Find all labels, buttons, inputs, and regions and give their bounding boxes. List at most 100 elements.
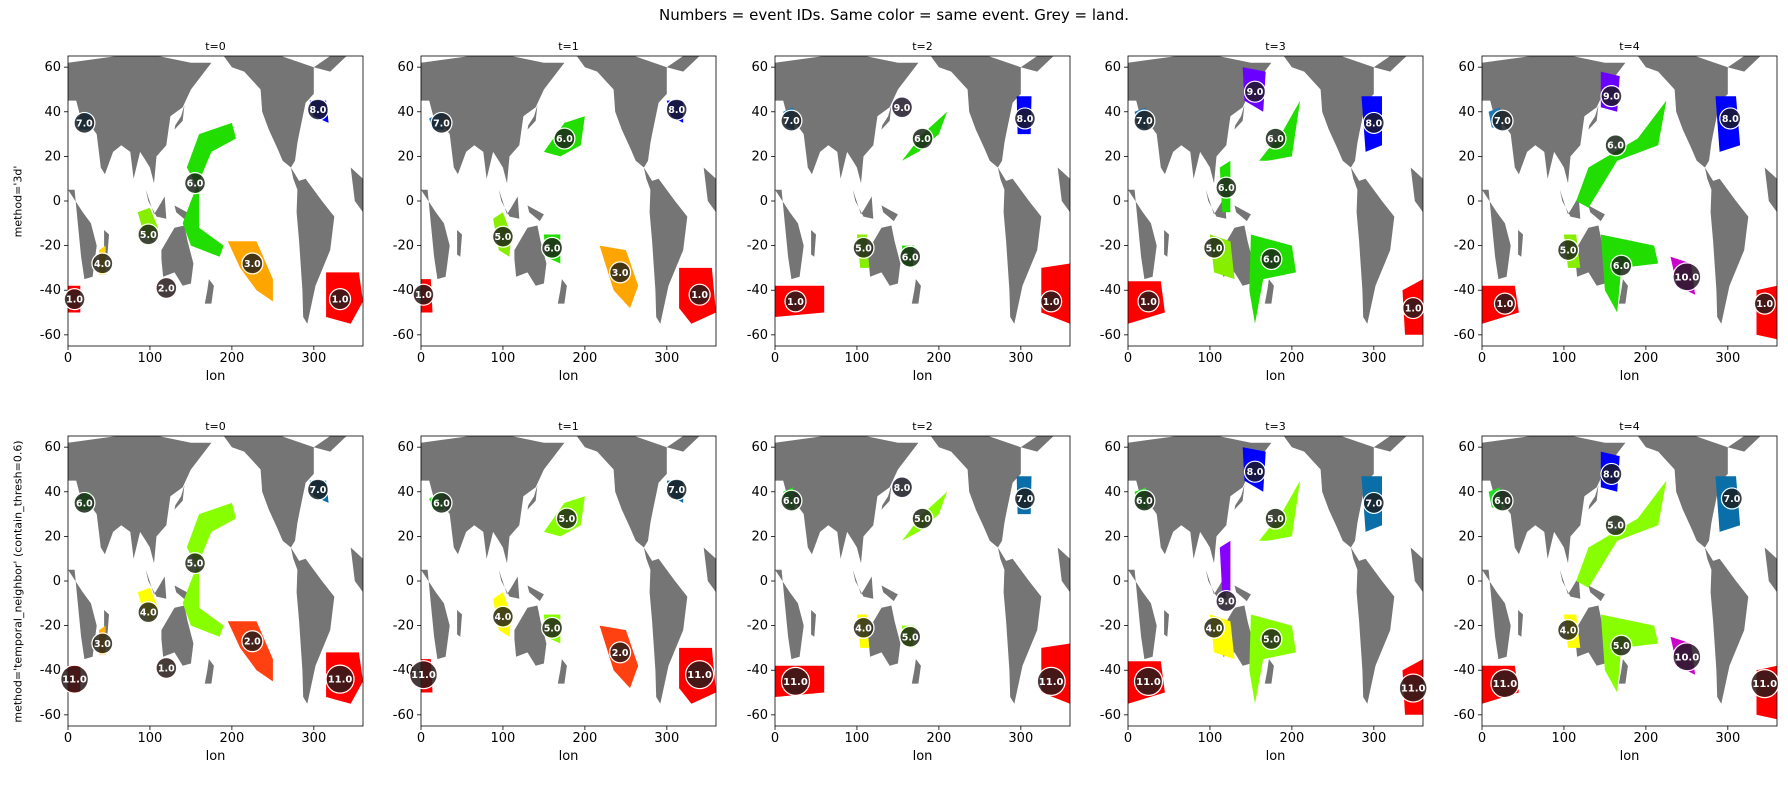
event-id-label: 8.0 xyxy=(1017,114,1034,125)
event-marker: 11.0 xyxy=(1750,669,1780,699)
event-region xyxy=(1600,234,1659,313)
land-mass xyxy=(930,56,1021,168)
land-mass xyxy=(527,105,538,130)
land-mass xyxy=(1588,485,1599,510)
y-tick-label: 0 xyxy=(1467,194,1475,209)
event-id-label: 8.0 xyxy=(310,105,327,116)
land-mass xyxy=(1704,547,1749,704)
event-marker: 11.0 xyxy=(59,664,90,694)
x-axis-label: lon xyxy=(913,369,933,384)
event-marker: 8.0 xyxy=(1243,460,1267,483)
panel-temporal_neighbor-t=4: t=40 100 200 3006040200-20-40-60lon6.08.07.… xyxy=(1454,420,1780,764)
event-id-label: 4.0 xyxy=(495,612,512,623)
row-label-temporal-neighbor: method='temporal_neighbor' (contain_thre… xyxy=(11,439,25,723)
land-mass xyxy=(313,56,347,72)
event-marker: 6.0 xyxy=(553,127,576,150)
event-id-label: 9.0 xyxy=(1603,92,1620,103)
land-mass xyxy=(174,485,185,510)
event-marker: 11.0 xyxy=(1036,666,1066,696)
land-mass xyxy=(498,189,520,219)
land-mass xyxy=(1020,436,1054,452)
land-mass xyxy=(868,225,901,286)
x-tick-label: 200 xyxy=(926,731,951,746)
event-region xyxy=(1219,540,1231,593)
event-marker: 9.0 xyxy=(890,96,914,119)
y-tick-label: -40 xyxy=(393,663,414,678)
event-marker: 2.0 xyxy=(241,630,264,653)
land-mass xyxy=(1350,547,1395,704)
event-marker: 6.0 xyxy=(899,245,922,268)
land-mass xyxy=(703,547,716,593)
y-tick-label: -60 xyxy=(393,328,414,343)
x-axis-label: lon xyxy=(559,369,579,384)
y-tick-label: 20 xyxy=(44,529,61,544)
land-mass xyxy=(775,436,919,564)
y-tick-label: 0 xyxy=(53,574,61,589)
panel-temporal_neighbor-t=3: t=30 100 200 3006040200-20-40-60lon6.08.07.… xyxy=(1100,420,1428,764)
x-axis-label: lon xyxy=(1266,749,1286,764)
x-tick-label: 200 xyxy=(926,351,951,366)
x-axis-label: lon xyxy=(559,749,579,764)
y-tick-label: 20 xyxy=(1104,529,1121,544)
event-id-label: 3.0 xyxy=(612,268,629,279)
panel-temporal_neighbor-t=1: t=10 100 200 3006040200-20-40-60lon6.07.05.… xyxy=(393,420,717,764)
event-id-label: 2.0 xyxy=(158,284,175,295)
y-tick-label: -60 xyxy=(1454,328,1475,343)
event-marker: 7.0 xyxy=(306,478,330,501)
y-tick-label: -20 xyxy=(1454,239,1475,254)
land-mass xyxy=(1575,225,1608,286)
land-mass xyxy=(775,56,919,184)
event-id-label: 1.0 xyxy=(1497,299,1514,310)
y-tick-label: -40 xyxy=(747,283,768,298)
panel-title: t=3 xyxy=(1265,40,1286,53)
event-id-label: 6.0 xyxy=(1613,261,1630,272)
event-marker: 5.0 xyxy=(1556,238,1580,262)
event-marker: 1.0 xyxy=(412,283,435,306)
panel-3d-t=1: t=10 100 200 3006040200-20-40-60lon7.08.06.… xyxy=(393,40,717,384)
land-mass xyxy=(881,585,898,602)
x-tick-label: 200 xyxy=(572,351,597,366)
land-mass xyxy=(852,189,874,219)
event-marker: 11.0 xyxy=(685,660,715,690)
x-tick-label: 0 xyxy=(1124,731,1132,746)
event-id-label: 11.0 xyxy=(1752,679,1777,690)
event-region xyxy=(1600,614,1659,693)
event-marker: 6.0 xyxy=(1604,134,1627,157)
land-mass xyxy=(1057,547,1070,593)
x-tick-label: 0 xyxy=(64,351,72,366)
land-mass xyxy=(703,167,716,213)
event-id-label: 10.0 xyxy=(1675,652,1700,663)
land-mass xyxy=(666,56,700,72)
event-marker: 10.0 xyxy=(1672,642,1702,672)
event-marker: 7.0 xyxy=(1362,491,1385,515)
event-marker: 4.0 xyxy=(852,616,875,639)
x-tick-label: 0 xyxy=(1478,731,1486,746)
event-id-label: 4.0 xyxy=(94,259,111,270)
event-marker: 2.0 xyxy=(155,276,178,300)
land-mass xyxy=(421,67,450,280)
panel-title: t=1 xyxy=(558,420,579,433)
event-id-label: 1.0 xyxy=(1043,297,1060,308)
land-mass xyxy=(527,485,538,510)
event-id-label: 4.0 xyxy=(1560,626,1577,637)
event-marker: 1.0 xyxy=(1493,292,1517,315)
land-mass xyxy=(457,230,462,257)
land-mass xyxy=(1727,436,1761,452)
event-id-label: 11.0 xyxy=(1136,677,1161,688)
event-id-label: 1.0 xyxy=(1756,299,1773,310)
y-tick-label: 60 xyxy=(397,440,414,455)
event-id-label: 1.0 xyxy=(787,297,804,308)
y-tick-label: -20 xyxy=(1100,239,1121,254)
event-id-label: 6.0 xyxy=(914,134,931,145)
event-id-label: 6.0 xyxy=(902,252,919,263)
event-id-label: 11.0 xyxy=(411,670,436,681)
x-tick-label: 200 xyxy=(1279,351,1304,366)
y-tick-label: 0 xyxy=(1113,574,1121,589)
land-mass xyxy=(1234,205,1251,222)
land-mass xyxy=(1637,56,1728,168)
event-marker: 8.0 xyxy=(1362,111,1385,135)
land-mass xyxy=(1264,279,1274,304)
event-id-label: 6.0 xyxy=(76,498,93,509)
land-mass xyxy=(1283,436,1374,548)
event-marker: 2.0 xyxy=(609,641,632,664)
